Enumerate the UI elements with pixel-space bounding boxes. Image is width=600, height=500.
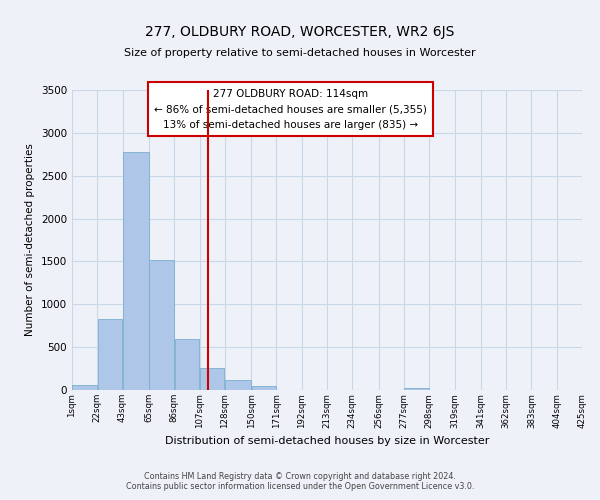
Bar [200,368,224,390]
Text: Contains HM Land Registry data © Crown copyright and database right 2024.: Contains HM Land Registry data © Crown c… [144,472,456,481]
Bar [98,319,122,390]
Text: 277 OLDBURY ROAD: 114sqm
← 86% of semi-detached houses are smaller (5,355)
13% o: 277 OLDBURY ROAD: 114sqm ← 86% of semi-d… [154,88,427,130]
Bar [251,386,276,390]
Text: 277, OLDBURY ROAD, WORCESTER, WR2 6JS: 277, OLDBURY ROAD, WORCESTER, WR2 6JS [145,25,455,39]
Text: Contains public sector information licensed under the Open Government Licence v3: Contains public sector information licen… [126,482,474,491]
Bar [73,385,97,390]
X-axis label: Distribution of semi-detached houses by size in Worcester: Distribution of semi-detached houses by … [165,436,489,446]
Bar [149,260,174,390]
Text: Size of property relative to semi-detached houses in Worcester: Size of property relative to semi-detach… [124,48,476,58]
Bar [404,388,429,390]
Y-axis label: Number of semi-detached properties: Number of semi-detached properties [25,144,35,336]
Bar [175,338,199,390]
Bar [123,152,149,390]
Bar [225,380,251,390]
